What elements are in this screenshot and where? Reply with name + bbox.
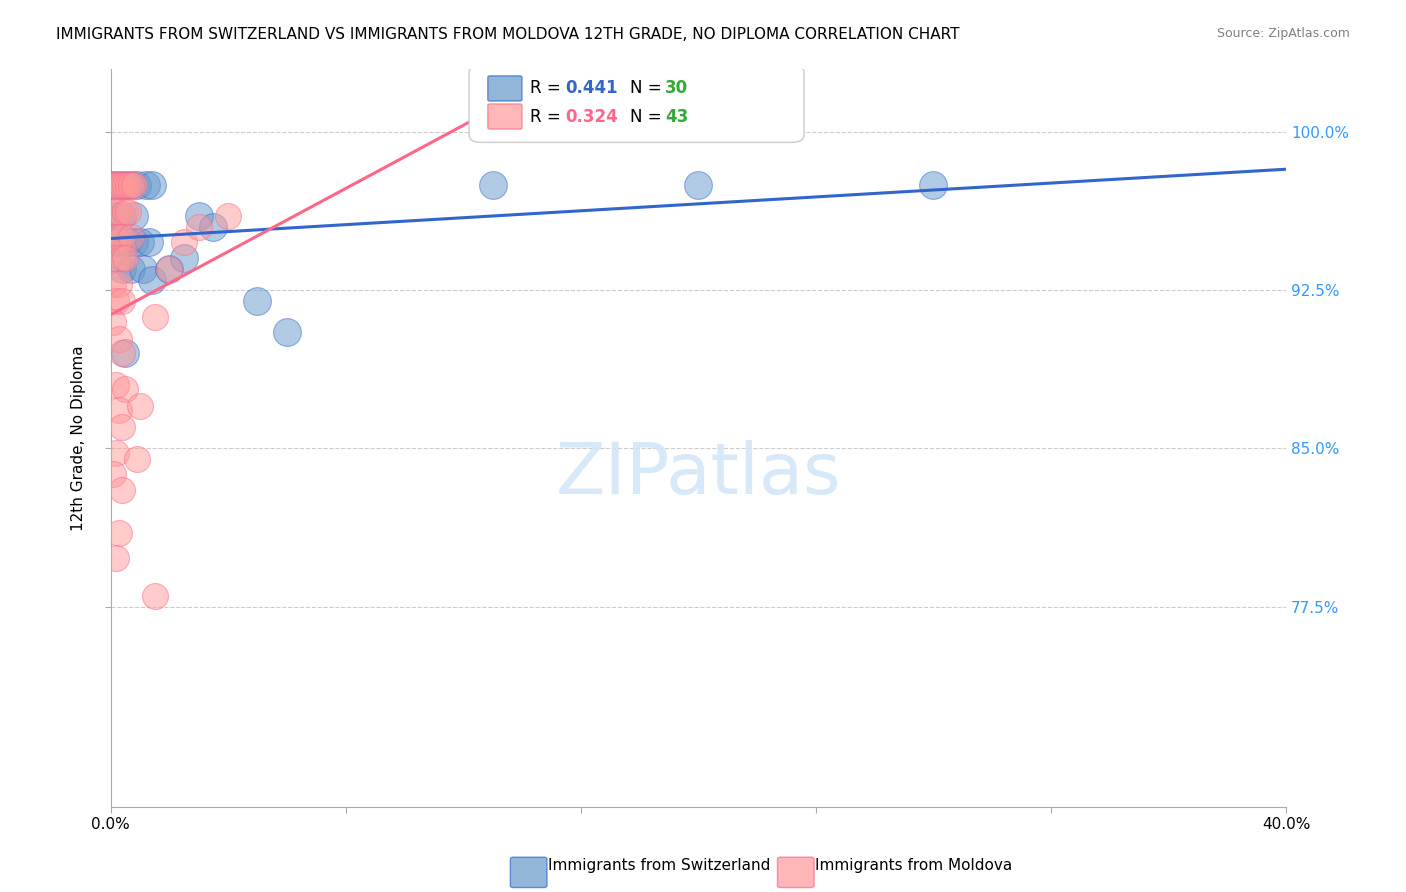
Point bbox=[129, 399, 152, 413]
Point bbox=[111, 420, 134, 434]
Point bbox=[132, 262, 155, 277]
Point bbox=[138, 235, 160, 249]
Point bbox=[173, 252, 195, 266]
Point bbox=[105, 551, 128, 566]
Text: N =: N = bbox=[630, 108, 666, 126]
Point bbox=[157, 262, 180, 277]
Point bbox=[122, 235, 145, 249]
Point bbox=[276, 325, 298, 339]
Point bbox=[111, 178, 134, 192]
Point bbox=[108, 178, 131, 192]
FancyBboxPatch shape bbox=[470, 65, 804, 143]
Point bbox=[202, 219, 225, 234]
Text: Immigrants from Switzerland: Immigrants from Switzerland bbox=[548, 858, 770, 872]
Point bbox=[157, 262, 180, 277]
Point bbox=[108, 332, 131, 346]
Point bbox=[105, 252, 128, 266]
Point bbox=[173, 235, 195, 249]
Point bbox=[108, 178, 131, 192]
Point bbox=[111, 230, 134, 244]
Point bbox=[111, 262, 134, 277]
Point bbox=[105, 209, 128, 223]
Point bbox=[108, 525, 131, 540]
Point bbox=[120, 262, 142, 277]
Point bbox=[125, 178, 148, 192]
Point bbox=[114, 205, 136, 219]
Point bbox=[135, 178, 157, 192]
Point bbox=[103, 315, 125, 329]
Point bbox=[105, 378, 128, 392]
FancyBboxPatch shape bbox=[488, 76, 522, 101]
Text: IMMIGRANTS FROM SWITZERLAND VS IMMIGRANTS FROM MOLDOVA 12TH GRADE, NO DIPLOMA CO: IMMIGRANTS FROM SWITZERLAND VS IMMIGRANT… bbox=[56, 27, 960, 42]
Text: 0.441: 0.441 bbox=[565, 79, 619, 97]
Point bbox=[122, 178, 145, 192]
Text: 0.324: 0.324 bbox=[565, 108, 619, 126]
Point bbox=[114, 346, 136, 360]
Point bbox=[111, 209, 134, 223]
Point bbox=[187, 209, 209, 223]
Point bbox=[108, 230, 131, 244]
Point bbox=[122, 209, 145, 223]
Point bbox=[129, 235, 152, 249]
Point bbox=[117, 178, 139, 192]
Point bbox=[103, 467, 125, 481]
Point bbox=[141, 272, 163, 286]
Point bbox=[120, 230, 142, 244]
Point bbox=[187, 219, 209, 234]
Point bbox=[217, 209, 239, 223]
Point bbox=[141, 178, 163, 192]
Point bbox=[481, 178, 503, 192]
Point bbox=[111, 483, 134, 498]
Point bbox=[105, 293, 128, 308]
FancyBboxPatch shape bbox=[488, 104, 522, 129]
Point bbox=[105, 205, 128, 219]
Point bbox=[103, 178, 125, 192]
Point bbox=[111, 346, 134, 360]
Point bbox=[105, 445, 128, 459]
Point bbox=[922, 178, 945, 192]
Point bbox=[120, 178, 142, 192]
Point bbox=[103, 235, 125, 249]
Point bbox=[111, 293, 134, 308]
Point bbox=[103, 277, 125, 291]
Text: 30: 30 bbox=[665, 79, 689, 97]
Point bbox=[103, 230, 125, 244]
Point bbox=[108, 277, 131, 291]
Point bbox=[105, 178, 128, 192]
Point bbox=[108, 205, 131, 219]
Text: R =: R = bbox=[530, 108, 567, 126]
Point bbox=[143, 310, 166, 325]
Point bbox=[688, 178, 710, 192]
Point bbox=[120, 178, 142, 192]
Point bbox=[108, 403, 131, 417]
Point bbox=[114, 382, 136, 396]
Text: ZIPatlas: ZIPatlas bbox=[555, 440, 841, 509]
Point bbox=[143, 589, 166, 603]
Point bbox=[117, 235, 139, 249]
Point bbox=[117, 205, 139, 219]
Text: N =: N = bbox=[630, 79, 666, 97]
Point bbox=[108, 235, 131, 249]
Point bbox=[111, 252, 134, 266]
Point bbox=[114, 178, 136, 192]
Text: Source: ZipAtlas.com: Source: ZipAtlas.com bbox=[1216, 27, 1350, 40]
Text: R =: R = bbox=[530, 79, 567, 97]
Text: 43: 43 bbox=[665, 108, 689, 126]
Point bbox=[103, 178, 125, 192]
Y-axis label: 12th Grade, No Diploma: 12th Grade, No Diploma bbox=[72, 345, 86, 531]
Text: Immigrants from Moldova: Immigrants from Moldova bbox=[815, 858, 1012, 872]
Point bbox=[114, 178, 136, 192]
Point bbox=[114, 252, 136, 266]
Point bbox=[246, 293, 269, 308]
Point bbox=[125, 451, 148, 466]
